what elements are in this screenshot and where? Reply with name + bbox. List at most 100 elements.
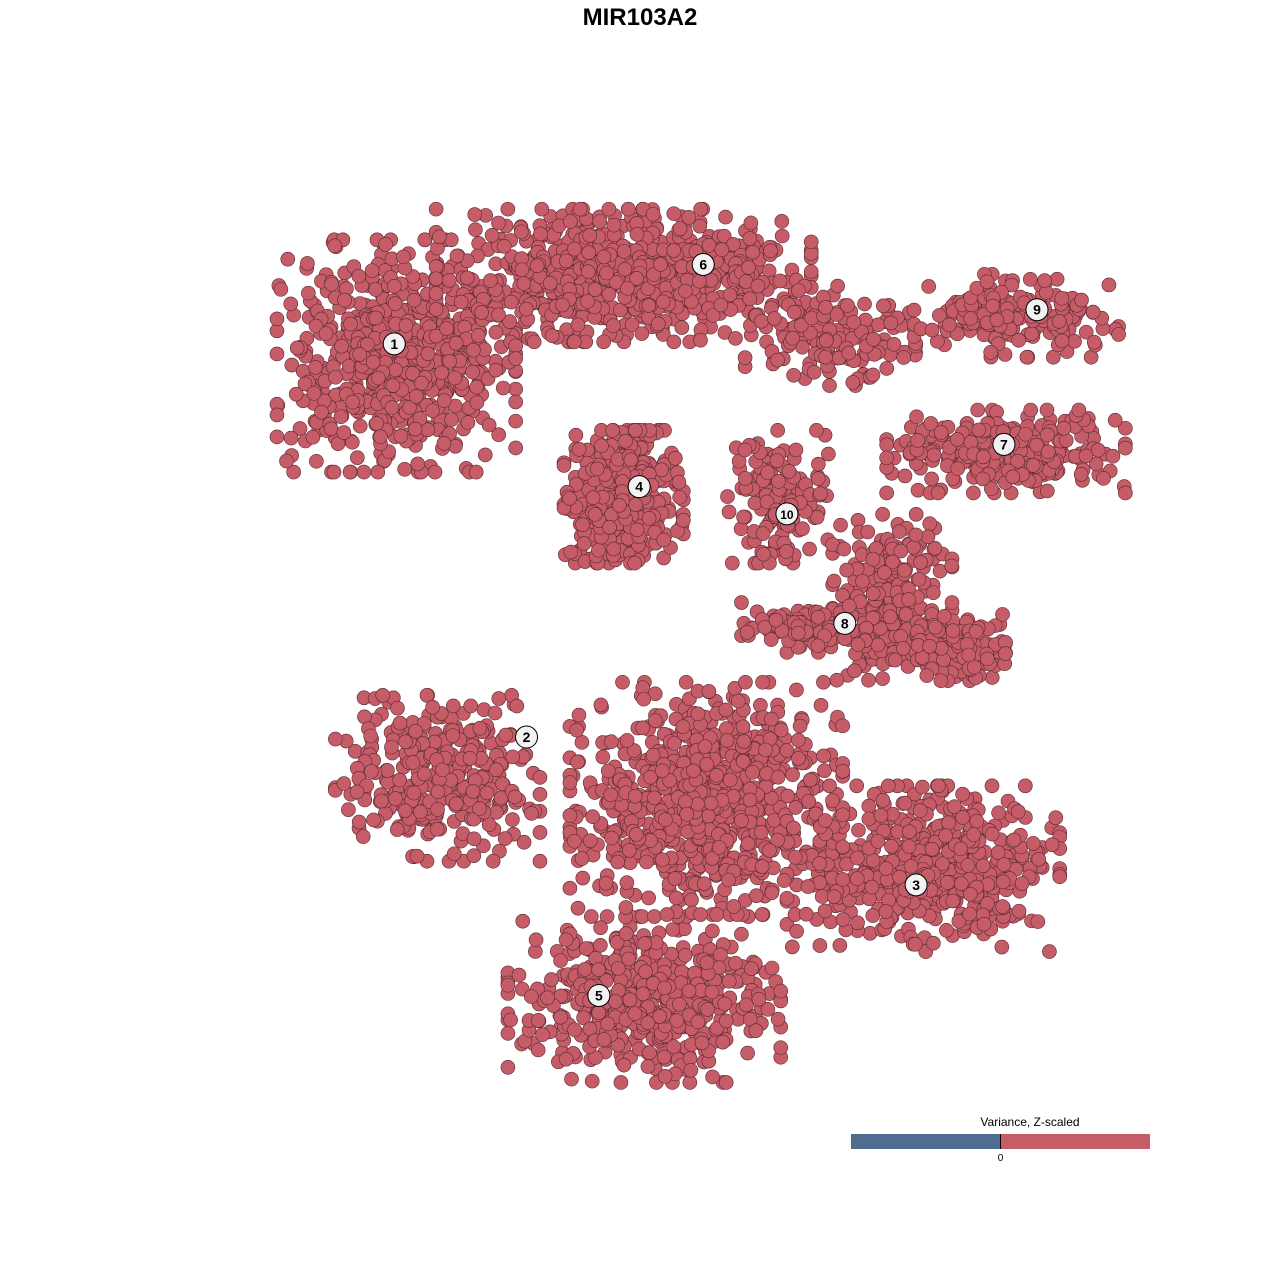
data-point [363,728,378,744]
data-point [519,301,534,317]
data-point [460,415,476,430]
data-point [397,462,412,477]
data-point [621,201,636,217]
data-point [963,886,978,902]
data-point [498,727,514,743]
data-point [803,264,819,279]
data-point [477,447,493,463]
data-point [606,541,621,557]
data-point [553,953,568,968]
data-point [585,490,601,505]
data-point [692,218,708,234]
data-point [924,841,940,857]
data-point [912,803,928,818]
data-point [488,762,504,778]
data-point [865,586,881,601]
data-point [829,672,845,688]
data-point [273,282,289,297]
data-point [922,516,938,531]
data-point [1039,402,1055,418]
data-point [802,541,817,557]
data-point [387,296,403,311]
data-point [637,936,652,951]
data-point [975,471,991,487]
data-point [544,972,559,987]
data-point [806,364,822,380]
data-point [682,1075,698,1090]
data-point [616,1057,632,1073]
data-point [666,206,682,221]
data-point [845,375,861,390]
data-point [754,313,769,329]
data-point [1067,334,1082,349]
data-point [694,1035,710,1051]
data-point [445,728,461,743]
data-point [770,423,785,438]
data-point [1014,876,1030,891]
data-point [532,770,548,785]
data-point [668,451,683,466]
data-point [445,698,461,714]
data-point [693,332,708,348]
data-point [655,294,671,310]
data-point [337,292,352,308]
data-point [269,346,285,362]
data-point [532,853,548,869]
data-point [342,464,358,480]
data-point [326,464,342,480]
data-point [971,422,987,438]
data-point [384,739,399,755]
data-point [739,997,754,1013]
data-point [833,517,848,533]
data-point [534,201,550,217]
data-point [474,305,489,320]
data-point [851,822,866,838]
chart-title: MIR103A2 [582,4,698,31]
data-point [491,427,506,443]
data-point [503,294,519,310]
data-point [1049,271,1065,287]
data-point [910,433,926,448]
data-point [804,310,820,326]
data-point [491,307,506,323]
data-point [650,316,666,332]
data-point [283,296,299,312]
data-point [388,362,403,378]
data-point [378,237,394,252]
data-point [606,217,622,233]
data-point [292,421,308,436]
data-point [580,264,596,279]
data-point [879,361,895,376]
data-point [1010,804,1026,819]
data-point [559,253,574,269]
data-point [720,489,735,504]
data-point [969,813,985,829]
data-point [921,279,936,294]
data-point [592,214,608,229]
data-point [692,273,707,289]
data-point [508,351,523,366]
data-point [434,365,449,381]
data-point [469,395,485,410]
data-point [678,283,693,299]
data-point [861,811,877,827]
data-point [681,983,697,999]
data-point [300,256,315,271]
data-point [979,274,995,290]
data-point [370,464,386,480]
data-point [1054,333,1070,349]
data-point [516,276,532,291]
data-point [693,201,708,217]
data-point [924,471,939,487]
data-point [945,893,961,909]
data-point [821,446,836,462]
data-point [864,879,880,895]
data-point [428,201,444,217]
data-point [269,429,285,445]
data-point [908,507,924,522]
data-point [618,926,634,941]
data-point [642,1045,657,1060]
data-point [966,827,982,843]
data-point [669,1013,685,1028]
data-point [594,438,609,454]
